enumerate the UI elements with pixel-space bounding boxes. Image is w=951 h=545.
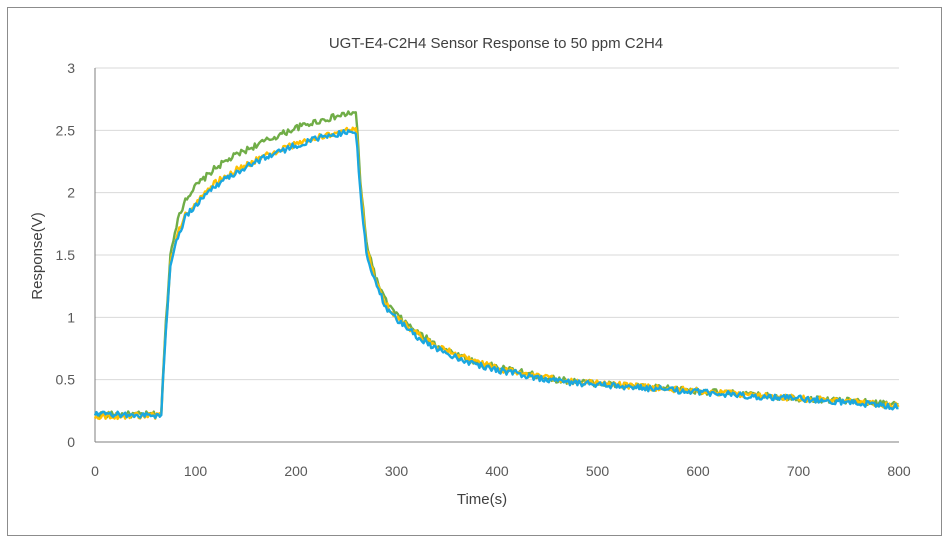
y-tick-label: 1 <box>67 309 75 325</box>
series-line-2 <box>93 126 900 421</box>
y-tick-label: 0.5 <box>56 372 76 388</box>
y-tick-labels: 0 0.5 1 1.5 2 2.5 3 <box>56 60 76 450</box>
y-axis-title: Response(V) <box>29 212 46 300</box>
x-tick-label: 400 <box>485 463 509 479</box>
chart-title: UGT-E4-C2H4 Sensor Response to 50 ppm C2… <box>329 35 663 52</box>
x-tick-label: 200 <box>284 463 308 479</box>
x-tick-label: 700 <box>787 463 811 479</box>
x-tick-label: 600 <box>686 463 710 479</box>
y-tick-label: 0 <box>67 434 75 450</box>
y-tick-label: 2 <box>67 185 75 201</box>
chart-frame <box>7 7 942 536</box>
series-line-3 <box>93 129 899 420</box>
y-tick-label: 2.5 <box>56 122 76 138</box>
x-axis-title: Time(s) <box>457 491 507 508</box>
axes <box>94 68 899 443</box>
series-lines <box>93 110 900 421</box>
x-tick-labels: 0 100 200 300 400 500 600 700 800 <box>91 463 911 479</box>
x-tick-label: 0 <box>91 463 99 479</box>
x-tick-label: 800 <box>887 463 911 479</box>
y-tick-label: 1.5 <box>56 247 76 263</box>
x-tick-label: 100 <box>184 463 208 479</box>
x-tick-label: 500 <box>586 463 610 479</box>
gridlines <box>95 67 899 381</box>
y-tick-label: 3 <box>67 60 75 76</box>
x-tick-label: 300 <box>385 463 409 479</box>
